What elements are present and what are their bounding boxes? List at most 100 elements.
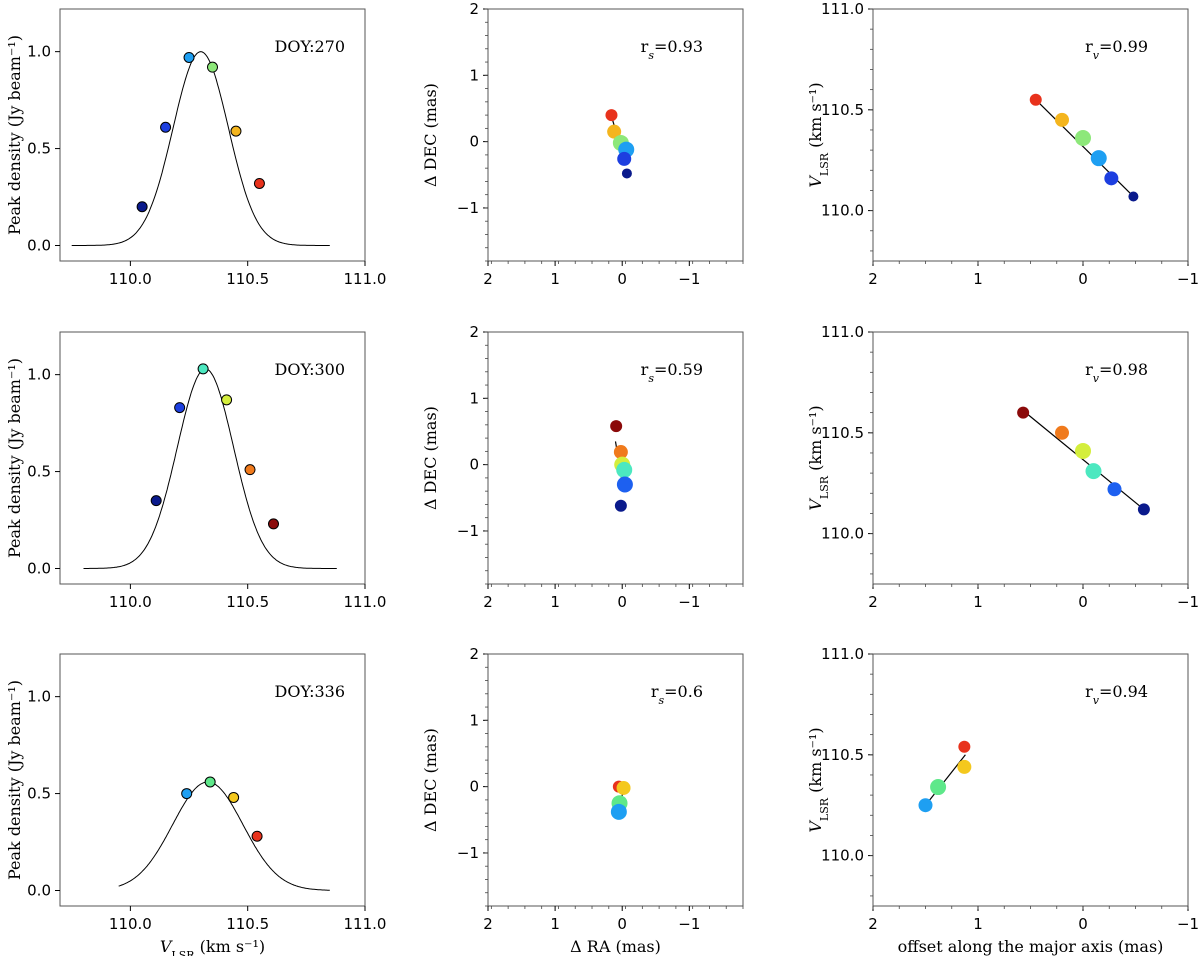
data-point [613,445,628,460]
data-point [253,177,265,189]
y-tick-label: 1 [469,66,479,84]
data-point [616,461,633,478]
y-tick-label: 110.0 [821,525,864,543]
y-axis-label: Δ DEC (mas) [421,406,440,510]
data-point [958,740,971,753]
gaussian-fit-line [83,368,337,569]
y-tick-label: 1 [469,711,479,729]
axes-frame [487,653,744,907]
x-tick-label: 111.0 [344,593,387,611]
y-axis-label: Δ DEC (mas) [421,728,440,832]
data-point [136,201,148,213]
panel-annotation: DOY:270 [275,37,345,56]
data-point [1137,503,1150,516]
y-tick-label: 0.5 [27,140,51,158]
data-point [150,495,162,507]
panel-annotation: rs=0.93 [641,37,703,62]
linear-fit-line [1022,410,1145,510]
x-tick-label: 0 [1078,270,1088,288]
data-point [1090,150,1107,167]
gaussian-fit-line [71,51,330,246]
y-tick-label: 110.0 [821,847,864,865]
panel-grad-336: 2 1 0 −1 110.0 110.5 111.0 VLSR (km s⁻¹) offset … [806,645,1199,956]
y-tick-label: 0.5 [27,785,51,803]
x-tick-label: 2 [483,593,493,611]
x-tick-label: 0 [1078,915,1088,933]
y-tick-label: −1 [457,199,479,217]
data-point [610,803,627,820]
data-point [605,109,618,122]
data-point [181,788,193,800]
x-tick-label: 2 [868,593,878,611]
data-point [957,759,972,774]
data-point [1085,463,1102,480]
y-tick-label: 111.0 [821,645,864,663]
data-point [1107,482,1122,497]
data-point [1075,130,1091,147]
x-tick-label: 2 [483,915,493,933]
panel-annotation: rv=0.99 [1085,37,1148,62]
y-tick-label: −1 [457,844,479,862]
data-point [616,780,631,795]
y-tick-label: 110.5 [821,101,864,119]
y-tick-label: 0.0 [27,559,51,577]
panel-annotation: rv=0.98 [1085,360,1148,385]
y-tick-label: 110.5 [821,746,864,764]
data-point [183,51,195,63]
x-tick-label: −1 [678,915,700,933]
panel-pos-270: 2 1 0 −1 −1 0 1 2 Δ DEC (mas) rs=0.93 [421,0,744,288]
data-point [1055,425,1069,440]
x-tick-label: 110.0 [109,593,152,611]
panel-annotation: rv=0.94 [1085,682,1148,707]
data-point [1104,171,1119,186]
data-point [918,798,933,813]
panel-pos-336: 2 1 0 −1 −1 0 1 2 Δ DEC (mas) Δ RA (mas) rs=0.6 [421,645,744,956]
axes-frame [59,653,366,907]
x-axis-label: VLSR (km s⁻¹) [160,937,265,956]
data-point [230,125,242,137]
data-point [617,151,632,166]
y-tick-label: 0.0 [27,881,51,899]
y-tick-label: 0 [469,778,479,796]
panel-grad-300: 2 1 0 −1 110.0 110.5 111.0 VLSR (km s⁻¹) rv=0.98 [806,323,1199,611]
panel-grad-270: 2 1 0 −1 110.0 110.5 111.0 VLSR (km s⁻¹) rv=0.99 [806,0,1199,288]
y-tick-label: 2 [469,323,479,341]
panel-annotation: DOY:300 [275,360,345,379]
data-point [616,476,633,493]
axes-frame [487,8,744,262]
y-tick-label: −1 [457,522,479,540]
data-point [228,791,240,803]
y-axis-label: Peak density (Jy beam⁻¹) [5,35,24,235]
y-tick-label: 1.0 [27,688,51,706]
x-tick-label: 1 [550,915,560,933]
x-tick-label: 111.0 [344,915,387,933]
axes-frame [59,331,366,585]
data-point [268,518,279,530]
y-tick-label: 0 [469,456,479,474]
x-tick-label: 1 [973,915,983,933]
x-tick-label: 0 [617,593,627,611]
data-point [204,776,216,788]
x-tick-label: −1 [1177,270,1199,288]
data-point [1055,112,1069,127]
data-point [1128,191,1139,202]
x-tick-label: 110.5 [226,270,269,288]
panel-annotation: rs=0.6 [651,682,703,707]
y-axis-label: Peak density (Jy beam⁻¹) [5,358,24,558]
y-tick-label: 111.0 [821,323,864,341]
y-tick-label: 0.0 [27,236,51,254]
x-tick-label: 110.5 [226,915,269,933]
panel-pos-300: 2 1 0 −1 −1 0 1 2 Δ DEC (mas) rs=0.59 [421,323,744,611]
y-axis-label: VLSR (km s⁻¹) [806,727,831,832]
x-tick-label: 110.0 [109,270,152,288]
x-tick-label: 2 [868,915,878,933]
data-point [207,61,218,73]
y-axis-label: VLSR (km s⁻¹) [806,82,831,187]
y-tick-label: 1.0 [27,43,51,61]
data-point [1029,93,1042,106]
data-point [221,394,233,406]
x-tick-label: 111.0 [344,270,387,288]
data-point [1017,406,1030,419]
